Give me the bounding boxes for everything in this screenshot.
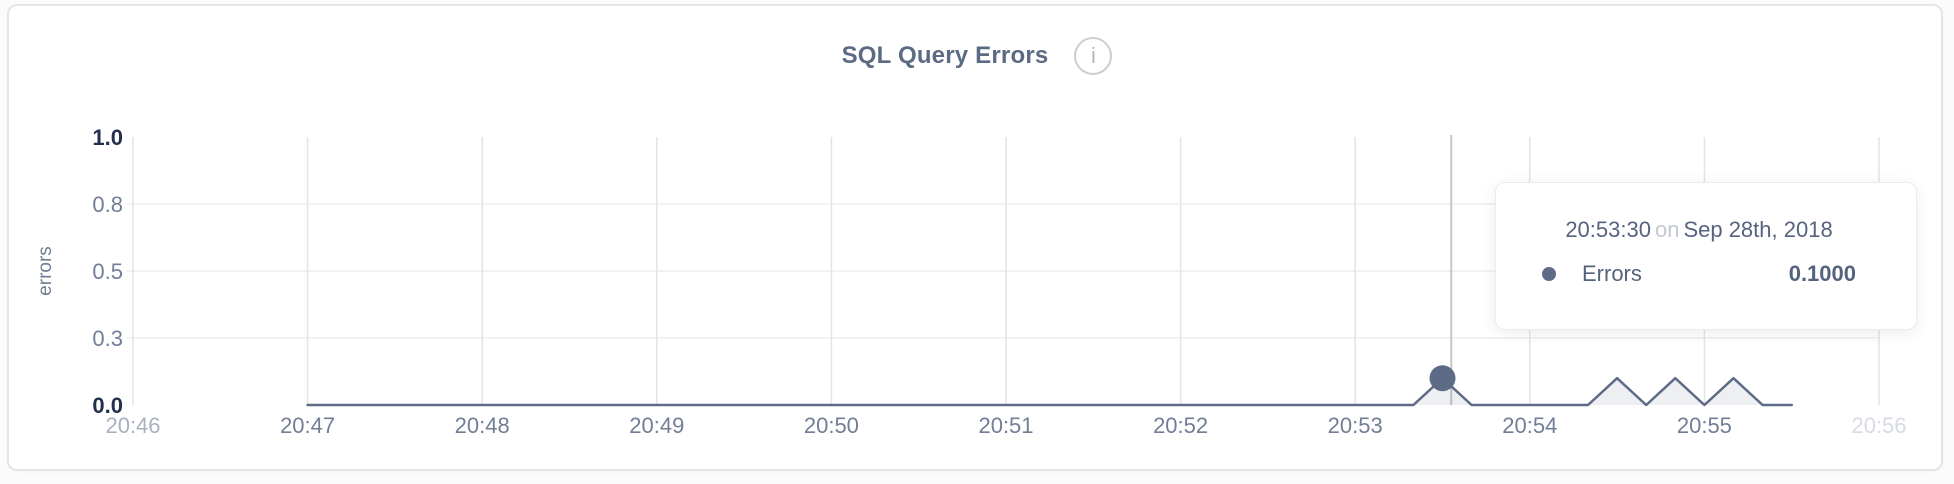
tooltip-header: 20:53:30 on Sep 28th, 2018 (1542, 217, 1856, 243)
tooltip-series-row: Errors 0.1000 (1542, 261, 1856, 287)
tooltip-date: Sep 28th, 2018 (1683, 217, 1833, 242)
chart-title: SQL Query Errors (841, 42, 1049, 69)
x-tick-label: 20:56 (1851, 413, 1906, 438)
x-tick-label: 20:52 (1153, 413, 1208, 438)
y-tick-label: 1.0 (92, 125, 123, 150)
info-icon[interactable]: i (1074, 37, 1113, 75)
x-tick-label: 20:53 (1328, 413, 1383, 438)
y-axis-title: errors (35, 246, 56, 296)
tooltip-series-label: Errors (1582, 261, 1642, 286)
series-area (307, 378, 1792, 405)
series-bullet-icon (1542, 267, 1556, 281)
series-line (306, 376, 1793, 407)
x-tick-label: 20:55 (1677, 413, 1732, 438)
x-tick-label: 20:47 (280, 413, 335, 438)
x-tick-label: 20:51 (978, 413, 1033, 438)
y-tick-label: 0.0 (92, 393, 123, 418)
y-tick-label: 0.5 (92, 259, 123, 284)
info-icon-glyph: i (1090, 43, 1096, 68)
y-tick-label: 0.8 (92, 192, 123, 217)
tooltip-conjunction: on (1654, 217, 1680, 242)
tooltip-time: 20:53:30 (1565, 217, 1651, 242)
tooltip-series-value: 0.1000 (1788, 261, 1856, 286)
chart-tooltip: 20:53:30 on Sep 28th, 2018 Errors 0.1000 (1495, 182, 1917, 330)
y-tick-label: 0.3 (92, 326, 123, 351)
chart-header: SQL Query Errors i (0, 36, 1954, 76)
x-tick-label: 20:50 (804, 413, 859, 438)
x-tick-label: 20:49 (629, 413, 684, 438)
x-tick-label: 20:54 (1502, 413, 1557, 438)
x-tick-label: 20:48 (455, 413, 510, 438)
hover-point-dot (1429, 365, 1456, 392)
x-tick-label: 20:46 (105, 413, 160, 438)
